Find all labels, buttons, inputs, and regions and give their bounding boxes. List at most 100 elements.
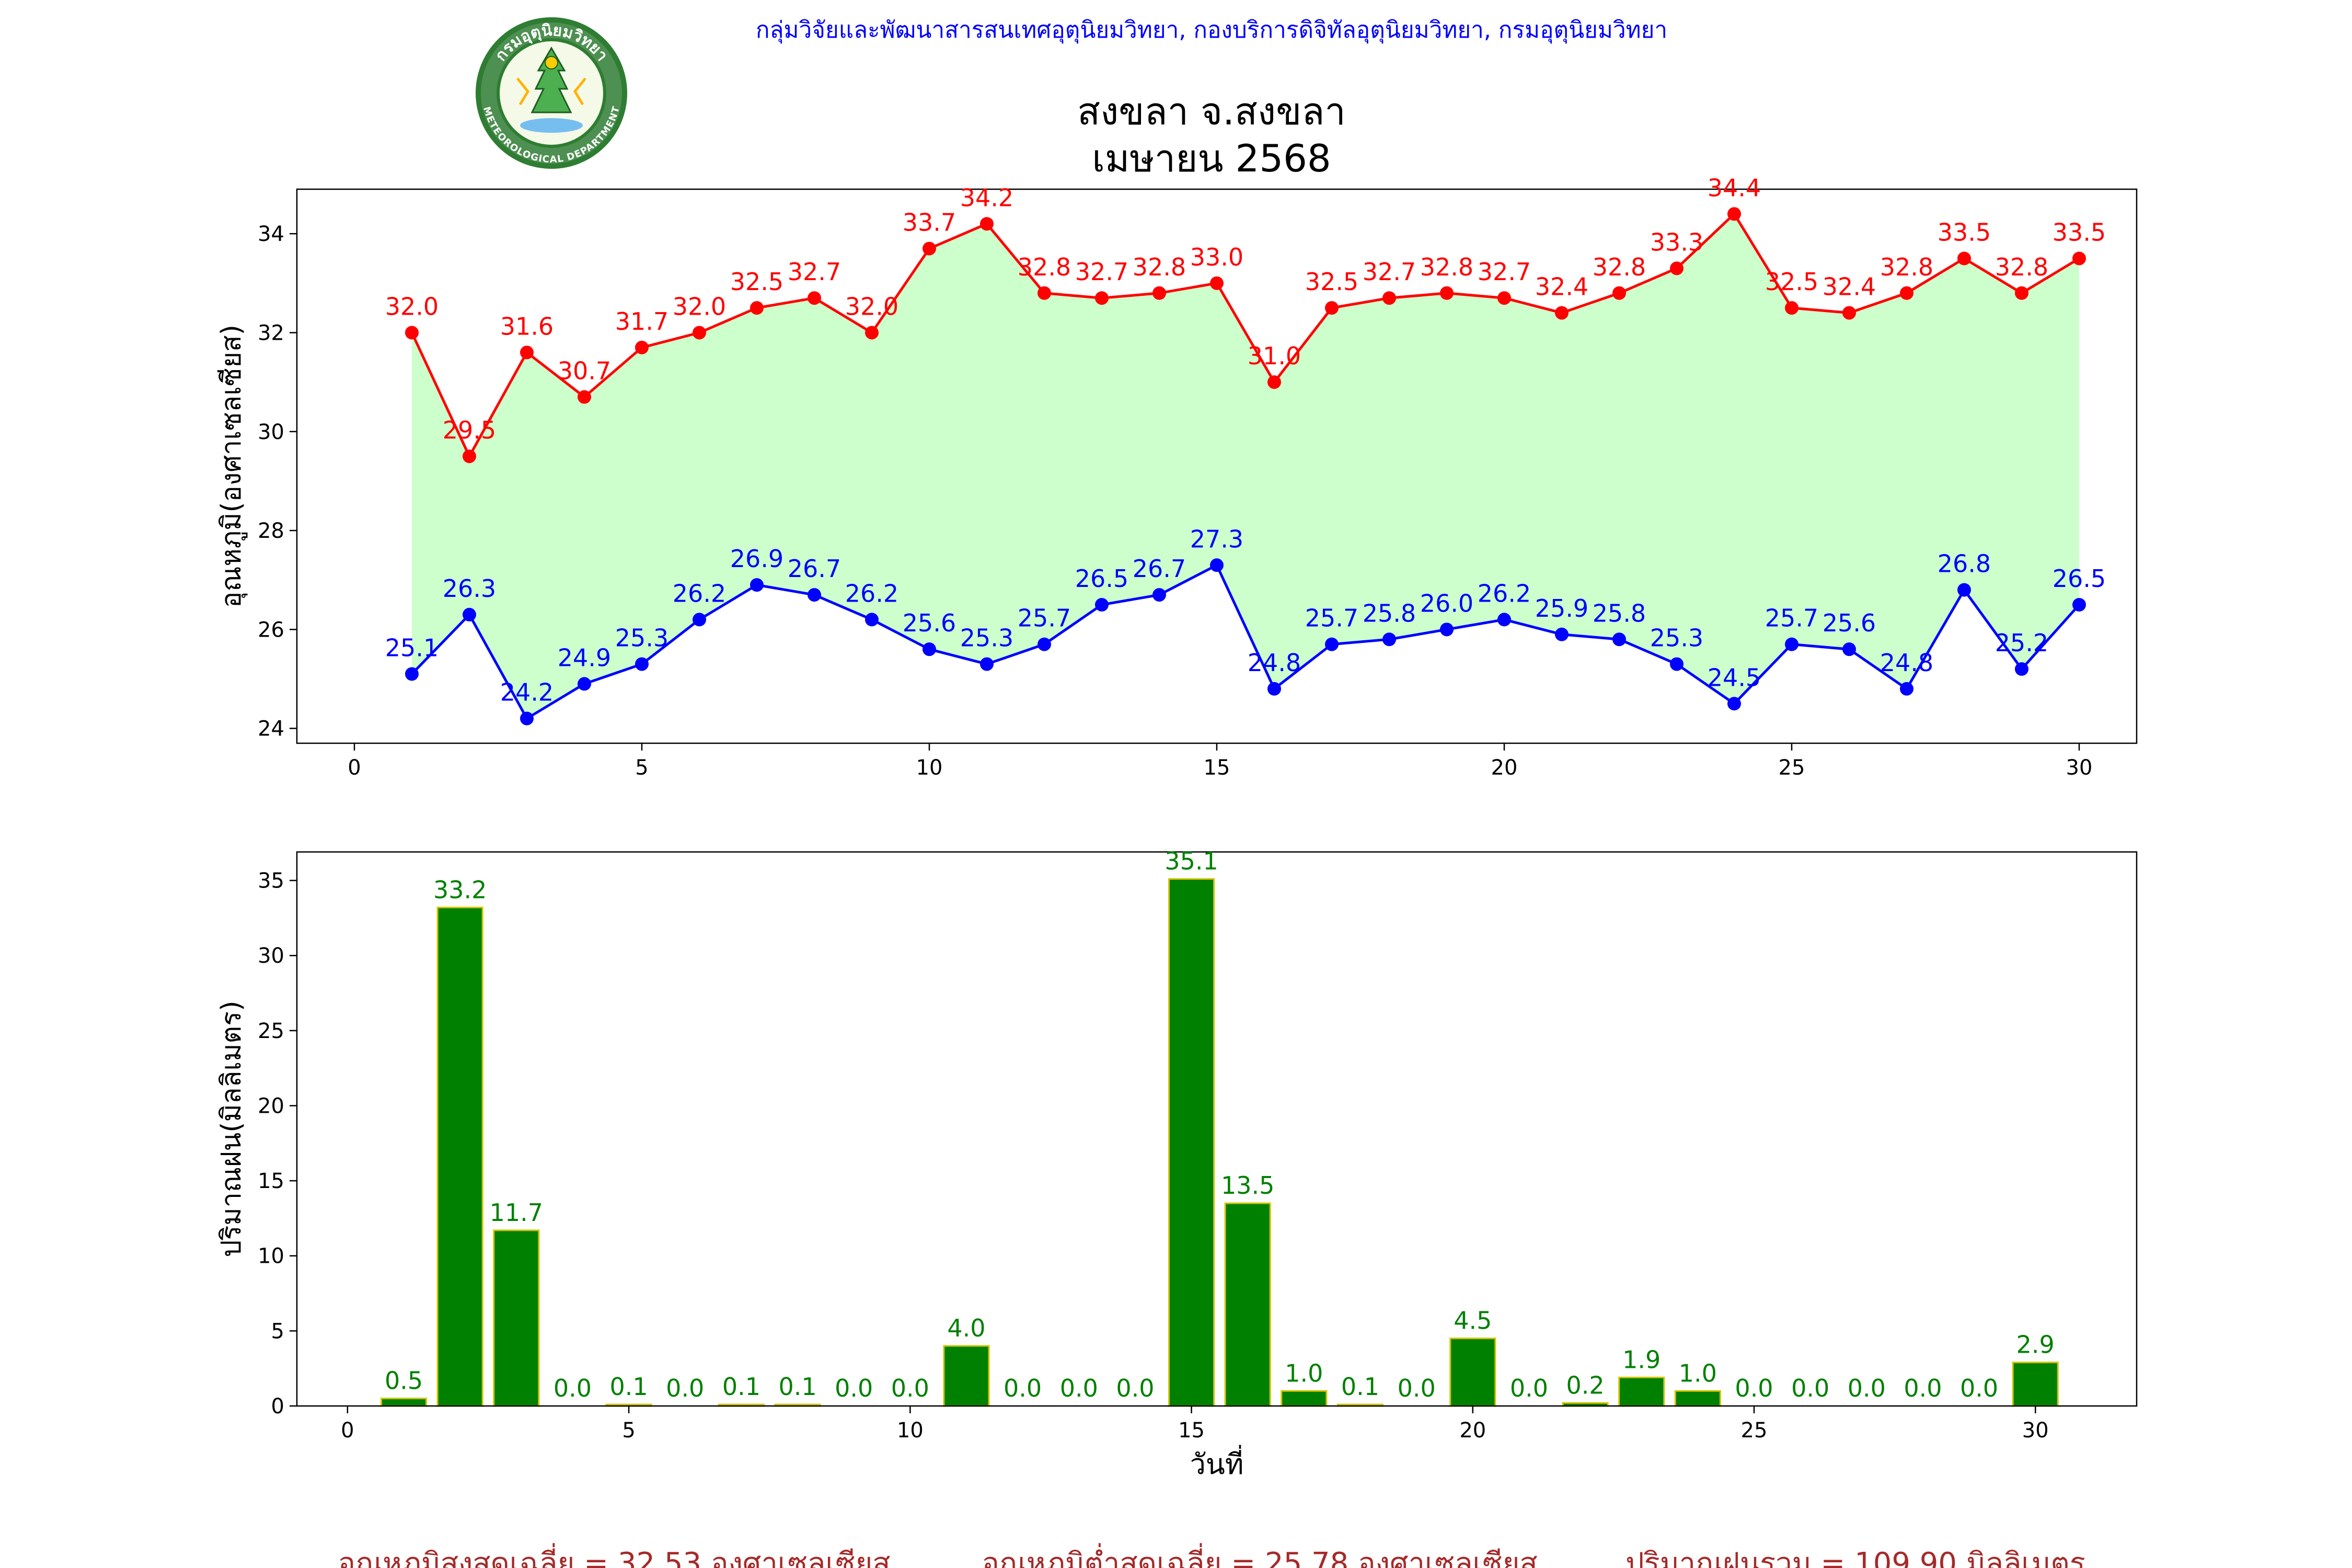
temperature-y-axis-label: อุณหภูมิ(องศาเซลเซียส) [216,325,248,608]
temperature-min-point [1727,697,1741,711]
temperature-min-point [865,613,879,627]
temperature-min-point [693,613,706,627]
rainfall-bar [2012,1362,2059,1407]
rainfall-value-label: 13.5 [1221,1171,1274,1200]
rainfall-bar [493,1229,540,1407]
temperature-max-point [980,217,994,231]
rainfall-x-tick-label: 20 [1459,1419,1486,1443]
temperature-max-point [463,449,476,464]
temperature-max-value-label: 32.7 [1478,258,1531,286]
temperature-min-value-label: 26.7 [1133,555,1186,583]
temperature-min-value-label: 25.7 [1018,604,1071,632]
rainfall-value-label: 1.9 [1622,1345,1661,1374]
temperature-max-point [693,326,706,340]
temperature-min-value-label: 26.2 [673,579,726,607]
temperature-min-point [1957,583,1971,597]
temperature-min-point [1670,657,1684,671]
rainfall-value-label: 0.0 [554,1374,592,1402]
temperature-max-value-label: 32.8 [1018,253,1071,281]
temperature-max-point [1440,286,1454,300]
temperature-max-value-label: 34.4 [1708,174,1761,202]
rainfall-y-tick-label: 0 [271,1394,284,1419]
temperature-x-tick-label: 25 [1779,756,1805,780]
temperature-min-value-label: 26.2 [1478,579,1531,607]
temperature-max-point [1497,291,1511,305]
temperature-max-point [808,291,821,305]
temperature-min-value-label: 26.2 [845,579,898,607]
temperature-min-point [1210,558,1224,572]
temperature-max-point [1267,375,1281,389]
temperature-max-point [578,390,591,404]
temperature-min-value-label: 24.2 [500,678,554,707]
temperature-min-value-label: 25.7 [1305,604,1358,632]
temperature-min-value-label: 25.8 [1363,599,1416,627]
rainfall-value-label: 0.0 [835,1374,873,1402]
rainfall-value-label: 0.2 [1566,1371,1604,1399]
rainfall-value-label: 0.0 [1735,1374,1773,1402]
rainfall-value-label: 0.0 [666,1374,704,1402]
rainfall-value-label: 0.0 [1791,1374,1829,1402]
rainfall-value-label: 0.1 [722,1373,760,1401]
temperature-max-value-label: 32.0 [845,292,898,320]
rainfall-x-tick-label: 30 [2022,1419,2049,1443]
temperature-max-value-label: 30.7 [558,357,611,385]
temperature-max-line [410,212,2080,459]
temperature-x-tick-label: 0 [348,756,361,780]
temperature-min-point [2072,598,2086,612]
temperature-min-value-label: 24.8 [1880,649,1933,677]
rainfall-value-label: 4.0 [947,1314,985,1342]
temperature-max-point [1152,286,1166,300]
rainfall-bar [1224,1202,1271,1407]
temperature-min-point [405,667,419,681]
temperature-min-value-label: 26.5 [1075,564,1128,593]
temperature-min-value-label: 25.3 [1650,624,1703,652]
chart-title-line2: เมษายน 2568 [1092,136,1331,180]
rainfall-value-label: 2.9 [2016,1331,2055,1359]
temperature-max-point [1037,286,1051,300]
temperature-max-value-label: 31.0 [1248,342,1301,370]
rainfall-bar [1674,1390,1721,1407]
temperature-min-value-label: 25.1 [385,634,439,662]
temperature-min-value-label: 26.3 [443,574,496,603]
rainfall-y-tick-label: 30 [258,944,284,968]
rainfall-x-tick-label: 5 [622,1419,635,1443]
temperature-y-tick-label: 24 [258,717,284,741]
rainfall-x-tick-label: 25 [1741,1419,1768,1443]
temperature-max-value-label: 32.8 [1880,253,1933,281]
rainfall-value-label: 33.2 [433,875,487,904]
temperature-max-point [1095,291,1109,305]
temperature-max-value-label: 34.2 [960,183,1013,212]
temperature-max-point [1957,251,1971,266]
logo-deity-emblem [516,47,586,133]
temperature-min-point [1785,637,1798,651]
temperature-min-value-label: 26.0 [1420,589,1473,617]
temperature-max-point [1612,286,1626,300]
temperature-max-value-label: 31.6 [500,312,554,340]
rainfall-value-label: 35.1 [1165,847,1218,875]
temperature-y-tick-label: 26 [258,618,284,642]
temperature-min-point [635,657,649,671]
temperature-max-point [1727,207,1741,221]
temperature-min-value-label: 25.8 [1593,599,1646,627]
temperature-range-area [412,214,2079,719]
temperature-y-tick-label: 30 [258,420,284,444]
temperature-y-tick-label: 34 [258,222,284,246]
temperature-chart: 0 5 10 15 20 25 30 24 26 28 30 32 34 อุณหภูมิ(องศาเซล… [216,174,2138,780]
temperature-max-value-label: 32.0 [385,292,439,320]
temperature-min-point [1152,588,1166,602]
rainfall-y-tick-label: 20 [258,1094,284,1118]
temperature-max-value-label: 31.7 [615,307,668,336]
temperature-max-value-label: 29.5 [443,416,496,444]
rainfall-x-axis-label: วันที่ [1190,1445,1244,1481]
rainfall-data-labels: 0.5 33.2 11.7 0.0 0.1 0.0 0.1 0.1 0.0 0.0 4.0 0.0 0.… [385,847,2055,1402]
temperature-max-point [1785,301,1798,315]
temperature-max-point [750,301,764,315]
temperature-max-value-label: 32.5 [1765,268,1818,296]
temperature-min-point [2015,662,2028,676]
temperature-max-point [520,345,534,360]
temperature-min-point [750,578,764,592]
temperature-min-point [1440,622,1454,637]
rainfall-value-label: 0.0 [1848,1374,1886,1402]
temperature-min-point [808,588,821,602]
rainfall-value-label: 0.1 [1341,1373,1379,1401]
